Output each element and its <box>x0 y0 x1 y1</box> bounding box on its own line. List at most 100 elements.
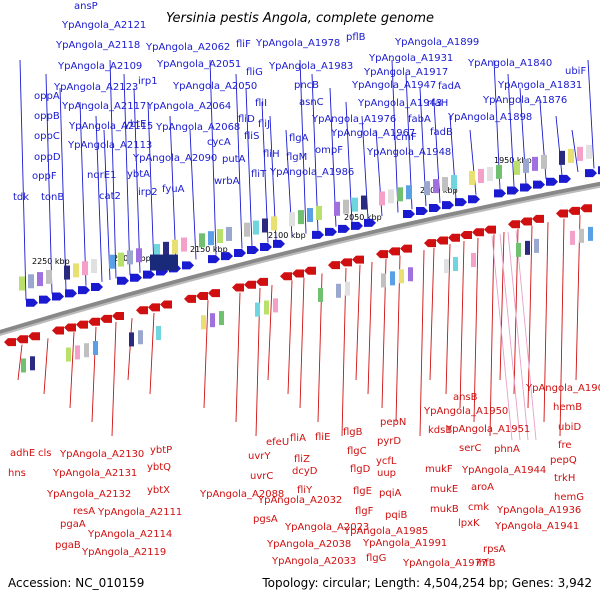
cog-block <box>399 269 404 284</box>
gene-label: YpAngola_A2111 <box>97 507 182 518</box>
leader-line-pink <box>515 230 537 441</box>
gene-label: YpAngola_A1950 <box>423 406 508 417</box>
reverse-leader-lines <box>17 215 581 441</box>
leader-line <box>419 250 425 437</box>
gene-label: oppA <box>34 91 60 102</box>
gene-label: YpAngola_A1947 <box>351 80 436 91</box>
cog-block <box>201 315 206 330</box>
leader-line <box>235 292 241 423</box>
reverse-gene-arrow <box>448 233 460 242</box>
gene-label: oppF <box>32 171 57 182</box>
gene-label: wrbA <box>214 176 240 187</box>
gene-label: YpAngola_A1951 <box>445 424 530 435</box>
gene-label: YpAngola_A2115 <box>68 121 153 132</box>
gene-label: tdk <box>13 192 29 203</box>
leader-line <box>111 321 117 437</box>
gene-label: tonB <box>41 192 64 203</box>
reverse-gene-arrow <box>244 280 256 289</box>
cog-block <box>82 261 88 276</box>
leader-line <box>209 59 217 255</box>
leader-line <box>45 73 53 294</box>
gene-label: YpAngola_A1917 <box>363 67 448 78</box>
cog-block <box>588 226 593 241</box>
reverse-gene-arrow <box>112 312 124 321</box>
cog-block <box>390 271 395 286</box>
gene-label: YpAngola_A2132 <box>46 489 131 500</box>
cog-block <box>408 267 413 282</box>
cog-block <box>307 208 313 223</box>
cog-block <box>163 241 169 256</box>
gene-label: irp1 <box>138 76 158 87</box>
cog-block <box>469 170 475 185</box>
forward-gene-arrow <box>507 186 519 195</box>
forward-gene-arrow <box>312 230 324 239</box>
forward-gene-arrow <box>338 224 350 233</box>
cog-block <box>433 179 439 194</box>
gene-label: fliH <box>263 149 280 160</box>
gene-label: efeU <box>266 437 289 448</box>
gene-label: ybtE <box>124 119 147 130</box>
forward-gene-arrow <box>208 255 220 264</box>
cog-block <box>525 240 530 255</box>
forward-gene-arrow <box>585 169 597 178</box>
cog-block <box>316 205 322 220</box>
cog-block <box>138 330 143 345</box>
cog-block <box>388 189 394 204</box>
reverse-gene-arrow <box>232 283 244 292</box>
cog-block <box>532 156 538 171</box>
leader-line <box>459 240 465 409</box>
cog-block <box>559 150 565 165</box>
reverse-gene-arrow <box>136 306 148 315</box>
gene-label: ubiD <box>558 422 581 433</box>
gene-label: flgD <box>350 464 371 475</box>
gene-label: flgC <box>347 446 367 457</box>
gene-label: ycfL <box>376 456 397 467</box>
gene-label: YpAngola_A2032 <box>257 495 342 506</box>
gene-label: mukE <box>430 484 458 495</box>
leader-line <box>19 59 27 301</box>
forward-gene-arrow <box>325 227 337 236</box>
gene-label: YpAngola_A1991 <box>362 538 447 549</box>
cog-block <box>118 252 124 267</box>
cog-block <box>516 242 521 257</box>
gene-label: YpAngola_A2109 <box>57 61 142 72</box>
highlight-block <box>150 254 178 271</box>
leader-line <box>469 129 477 195</box>
forward-gene-arrow <box>546 177 558 186</box>
cog-block <box>345 281 350 296</box>
gene-label: fliF <box>236 39 251 50</box>
reverse-gene-arrow <box>532 214 544 223</box>
gene-label: YpAngola_A1904 <box>525 383 600 394</box>
cog-block <box>154 243 160 258</box>
reverse-gene-arrow <box>520 217 532 226</box>
gene-label: aroA <box>471 482 494 493</box>
reverse-gene-arrow <box>580 204 592 213</box>
forward-gene-arrow <box>403 209 415 218</box>
reverse-gene-arrow <box>352 255 364 264</box>
forward-gene-arrow <box>273 239 285 248</box>
forward-gene-arrow <box>559 174 571 183</box>
gene-label: pgsA <box>253 514 278 525</box>
cog-block <box>289 212 295 227</box>
forward-gene-arrow <box>416 206 428 215</box>
cog-block <box>199 233 205 248</box>
gene-label: pgaA <box>60 519 86 530</box>
leader-line-pink <box>499 233 521 441</box>
gene-label: ybtX <box>147 485 170 496</box>
reverse-gene-arrow <box>4 338 16 347</box>
reverse-gene-arrow <box>256 277 268 286</box>
gene-label: YpAngola_A2038 <box>266 539 351 550</box>
forward-gene-arrow <box>39 295 51 304</box>
gene-label: fliS <box>244 131 259 142</box>
forward-gene-arrow <box>130 273 142 282</box>
forward-gene-arrow <box>26 298 38 307</box>
reverse-gene-arrow <box>196 292 208 301</box>
cog-block <box>318 287 323 302</box>
leader-line <box>571 129 579 173</box>
gene-label: dcyD <box>292 466 318 477</box>
gene-label: flgE <box>353 486 372 497</box>
gene-label: ubiF <box>565 66 586 77</box>
gene-label: fabA <box>408 114 431 125</box>
gene-label: adhE <box>10 448 35 459</box>
cog-block <box>451 175 457 190</box>
